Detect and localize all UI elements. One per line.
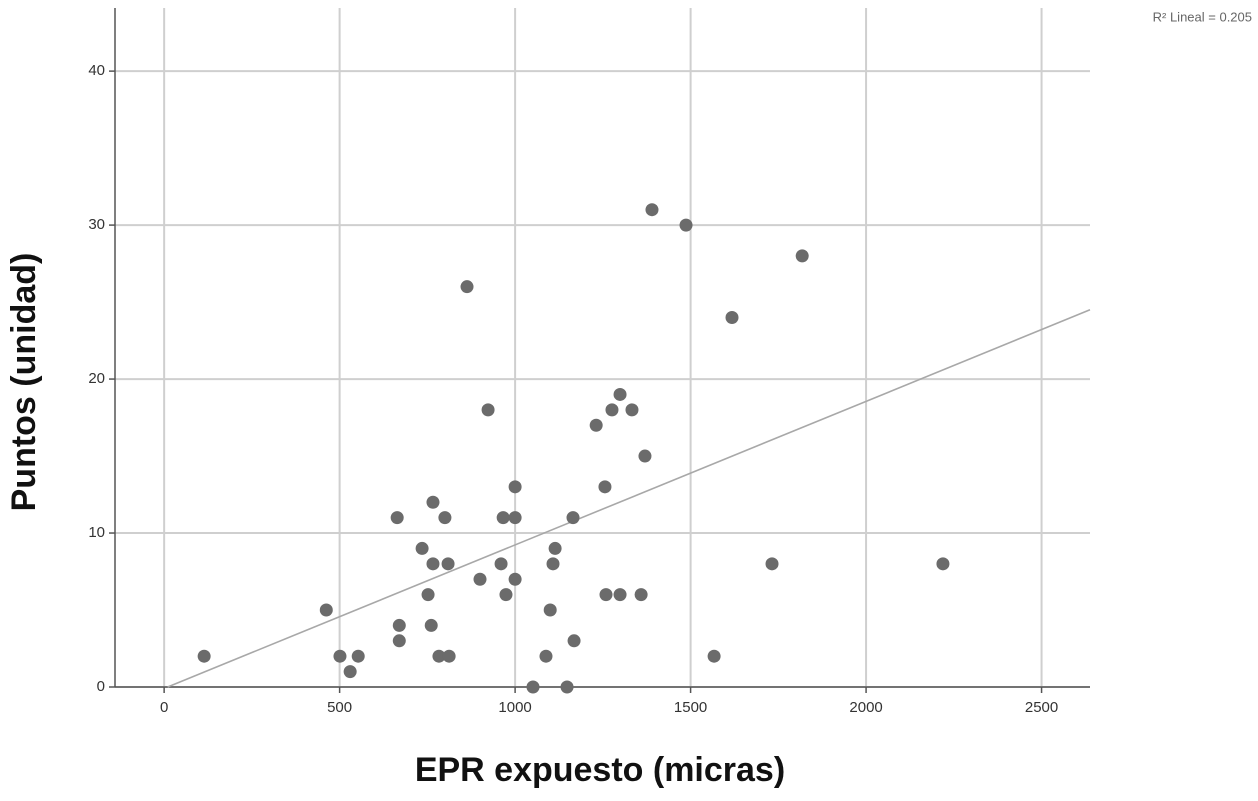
point	[424, 618, 438, 632]
point	[421, 588, 435, 602]
point	[526, 680, 540, 694]
point	[442, 649, 456, 663]
point	[392, 618, 406, 632]
point	[725, 310, 739, 324]
y-axis-title: Puntos (unidad)	[5, 253, 43, 512]
point	[481, 403, 495, 417]
point	[795, 249, 809, 263]
point	[333, 649, 347, 663]
point	[426, 557, 440, 571]
point	[460, 280, 474, 294]
point	[560, 680, 574, 694]
x-tick-label: 1000	[498, 699, 531, 716]
point	[707, 649, 721, 663]
point	[426, 495, 440, 509]
point	[613, 387, 627, 401]
point	[679, 218, 693, 232]
point	[343, 665, 357, 679]
x-tick-label: 0	[160, 699, 168, 716]
x-tick-label: 1500	[674, 699, 707, 716]
x-tick-label: 500	[327, 699, 352, 716]
point	[543, 603, 557, 617]
x-tick-label: 2500	[1025, 699, 1058, 716]
point	[432, 649, 446, 663]
x-axis-title: EPR expuesto (micras)	[415, 751, 785, 789]
point	[589, 418, 603, 432]
y-tick-label: 20	[88, 370, 105, 387]
point	[936, 557, 950, 571]
point	[634, 588, 648, 602]
point	[638, 449, 652, 463]
point	[508, 572, 522, 586]
point	[508, 511, 522, 525]
point	[599, 588, 613, 602]
point	[548, 541, 562, 555]
point	[566, 511, 580, 525]
point	[319, 603, 333, 617]
point	[645, 203, 659, 217]
point	[567, 634, 581, 648]
point	[438, 511, 452, 525]
x-tick-label: 2000	[849, 699, 882, 716]
point	[197, 649, 211, 663]
point	[765, 557, 779, 571]
point	[473, 572, 487, 586]
point	[351, 649, 365, 663]
point	[613, 588, 627, 602]
point	[625, 403, 639, 417]
annotation: R² Lineal = 0.205	[1153, 9, 1252, 24]
point	[546, 557, 560, 571]
fit-line	[167, 309, 1091, 688]
point	[605, 403, 619, 417]
point	[499, 588, 513, 602]
point	[390, 511, 404, 525]
point	[415, 541, 429, 555]
point	[392, 634, 406, 648]
point	[539, 649, 553, 663]
y-tick-label: 0	[97, 678, 105, 695]
point	[441, 557, 455, 571]
point	[508, 480, 522, 494]
point	[494, 557, 508, 571]
point	[598, 480, 612, 494]
point	[496, 511, 510, 525]
y-tick-label: 30	[88, 216, 105, 233]
y-tick-label: 40	[88, 62, 105, 79]
y-tick-label: 10	[88, 524, 105, 541]
